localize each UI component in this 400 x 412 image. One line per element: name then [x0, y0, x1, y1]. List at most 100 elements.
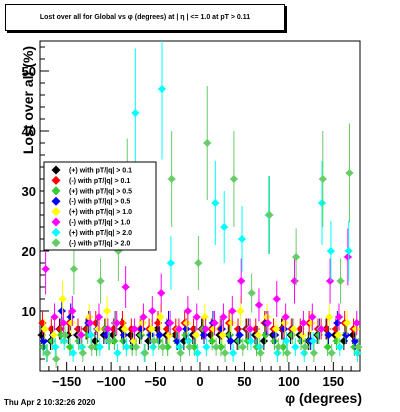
- data-point: [110, 337, 119, 345]
- data-point: [282, 337, 291, 345]
- legend-marker: [51, 165, 61, 175]
- data-point: [120, 331, 129, 339]
- data-point: [183, 307, 192, 315]
- data-point: [234, 337, 243, 345]
- data-point: [327, 349, 336, 357]
- data-point: [139, 313, 148, 321]
- data-point: [50, 313, 59, 321]
- chart-title-text: Lost over all for Global vs φ (degrees) …: [39, 14, 251, 21]
- data-point: [352, 319, 361, 327]
- legend-box: [43, 161, 157, 251]
- data-point: [131, 109, 140, 117]
- data-point: [292, 253, 301, 261]
- data-point: [211, 199, 220, 207]
- data-point: [190, 343, 199, 351]
- data-point: [254, 331, 263, 339]
- data-point: [167, 175, 176, 183]
- legend-label: (+) with pT/|q| > 2.0: [69, 230, 132, 237]
- data-point: [342, 331, 351, 339]
- data-point: [265, 211, 274, 219]
- data-point: [193, 349, 202, 357]
- legend-marker: [51, 207, 61, 217]
- data-point: [95, 343, 104, 351]
- data-point: [175, 343, 184, 351]
- data-point: [272, 295, 281, 303]
- data-point: [94, 313, 103, 321]
- data-point: [203, 139, 212, 147]
- y-tick-label: 50: [22, 64, 36, 79]
- data-point: [61, 331, 70, 339]
- legend: (+) with pT/|q| > 0.1 (-) with pT/|q| > 0…: [43, 161, 157, 251]
- data-point: [307, 319, 316, 327]
- data-point: [166, 319, 175, 327]
- data-point: [120, 325, 129, 333]
- data-point: [351, 325, 360, 333]
- data-point: [163, 343, 172, 351]
- data-point: [86, 319, 95, 327]
- data-point: [78, 343, 86, 351]
- data-point: [263, 313, 272, 321]
- x-tick-label: −100: [96, 374, 125, 389]
- data-point: [103, 307, 112, 315]
- data-point: [65, 343, 74, 351]
- data-point: [201, 325, 210, 333]
- x-tick-label: 50: [237, 374, 251, 389]
- data-point: [182, 325, 191, 333]
- data-point: [345, 169, 354, 177]
- data-point: [308, 313, 317, 321]
- data-point: [351, 337, 360, 345]
- data-point: [317, 325, 326, 333]
- data-point: [58, 295, 67, 303]
- data-point: [78, 349, 87, 357]
- data-point: [247, 289, 256, 297]
- data-point: [279, 343, 288, 351]
- y-tick-label: 40: [22, 124, 36, 139]
- data-point: [192, 313, 201, 321]
- data-point: [122, 343, 131, 351]
- data-point: [77, 331, 86, 339]
- data-point: [255, 343, 264, 351]
- y-tick-label: 20: [22, 244, 36, 259]
- data-point: [344, 247, 353, 255]
- data-point: [103, 325, 112, 333]
- data-point: [158, 343, 167, 351]
- data-point: [209, 325, 218, 333]
- data-point: [194, 259, 203, 267]
- data-point: [334, 331, 343, 339]
- x-tick-label: 150: [322, 374, 344, 389]
- legend-marker: [51, 238, 61, 248]
- series-7: [43, 86, 363, 368]
- data-point: [39, 343, 48, 351]
- data-point: [146, 331, 155, 339]
- data-point: [226, 337, 235, 345]
- data-point: [323, 343, 332, 351]
- data-point: [229, 349, 238, 357]
- data-point: [176, 349, 185, 357]
- data-point: [236, 307, 245, 315]
- x-tick-label: 100: [278, 374, 300, 389]
- data-point: [121, 283, 130, 291]
- data-point: [40, 337, 49, 345]
- data-point: [354, 343, 363, 351]
- data-point: [353, 349, 362, 357]
- data-point: [273, 349, 282, 357]
- data-point: [221, 349, 230, 357]
- x-tick-label: −150: [52, 374, 81, 389]
- legend-marker: [51, 186, 61, 196]
- data-point: [335, 343, 344, 351]
- data-point: [132, 343, 141, 351]
- data-point: [157, 289, 166, 297]
- data-point: [309, 349, 318, 357]
- data-point: [343, 253, 352, 261]
- chart-title: Lost over all for Global vs φ (degrees) …: [5, 4, 285, 31]
- data-point: [334, 313, 343, 321]
- data-point: [60, 337, 69, 345]
- data-point: [141, 349, 150, 357]
- legend-marker: [51, 196, 61, 206]
- legend-label: (-) with pT/|q| > 0.5: [69, 199, 130, 206]
- y-tick-label: 30: [22, 184, 36, 199]
- data-point: [56, 325, 65, 333]
- data-point: [41, 265, 50, 273]
- data-point: [184, 337, 193, 345]
- data-point: [283, 349, 292, 357]
